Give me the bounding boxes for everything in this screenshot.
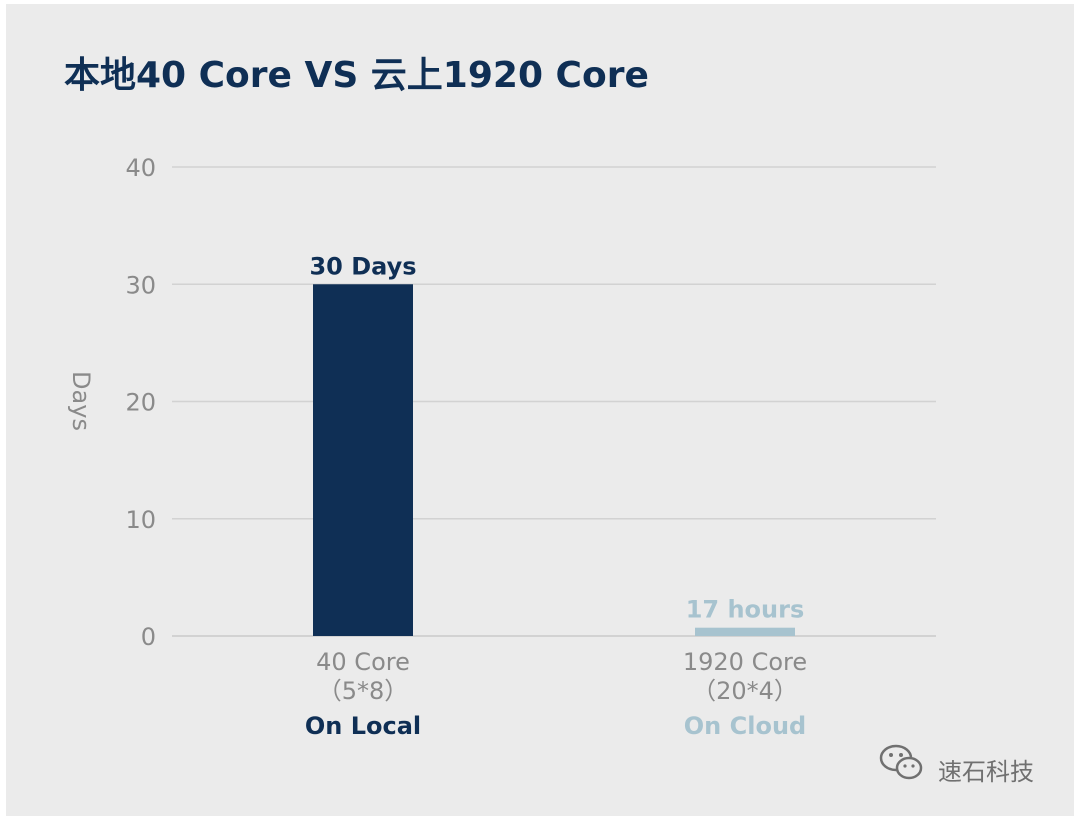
y-tick-label: 20 — [125, 389, 156, 417]
x-tick-label: 40 Core — [316, 648, 410, 676]
x-tick-location: On Cloud — [684, 712, 806, 740]
bar — [313, 284, 413, 636]
chart-card: 本地40 Core VS 云上1920 Core 0 10 20 30 40 Days … — [6, 4, 1074, 816]
data-label: 30 Days — [309, 252, 416, 280]
watermark-text: 速石科技 — [938, 758, 1034, 786]
x-tick-sublabel: （5*8） — [318, 677, 409, 705]
data-label: 17 hours — [686, 596, 805, 624]
y-tick-label: 40 — [125, 154, 156, 182]
wechat-icon — [879, 744, 923, 780]
y-tick-label: 10 — [125, 506, 156, 534]
x-tick-location: On Local — [305, 712, 421, 740]
x-tick-sublabel: （20*4） — [692, 677, 798, 705]
watermark: 速石科技 — [879, 744, 1034, 786]
x-tick-label: 1920 Core — [683, 648, 807, 676]
y-tick-label: 30 — [125, 271, 156, 299]
y-axis-label: Days — [67, 371, 95, 431]
chart-title: 本地40 Core VS 云上1920 Core — [64, 55, 649, 96]
y-tick-label: 0 — [141, 623, 156, 651]
bar — [695, 627, 795, 636]
